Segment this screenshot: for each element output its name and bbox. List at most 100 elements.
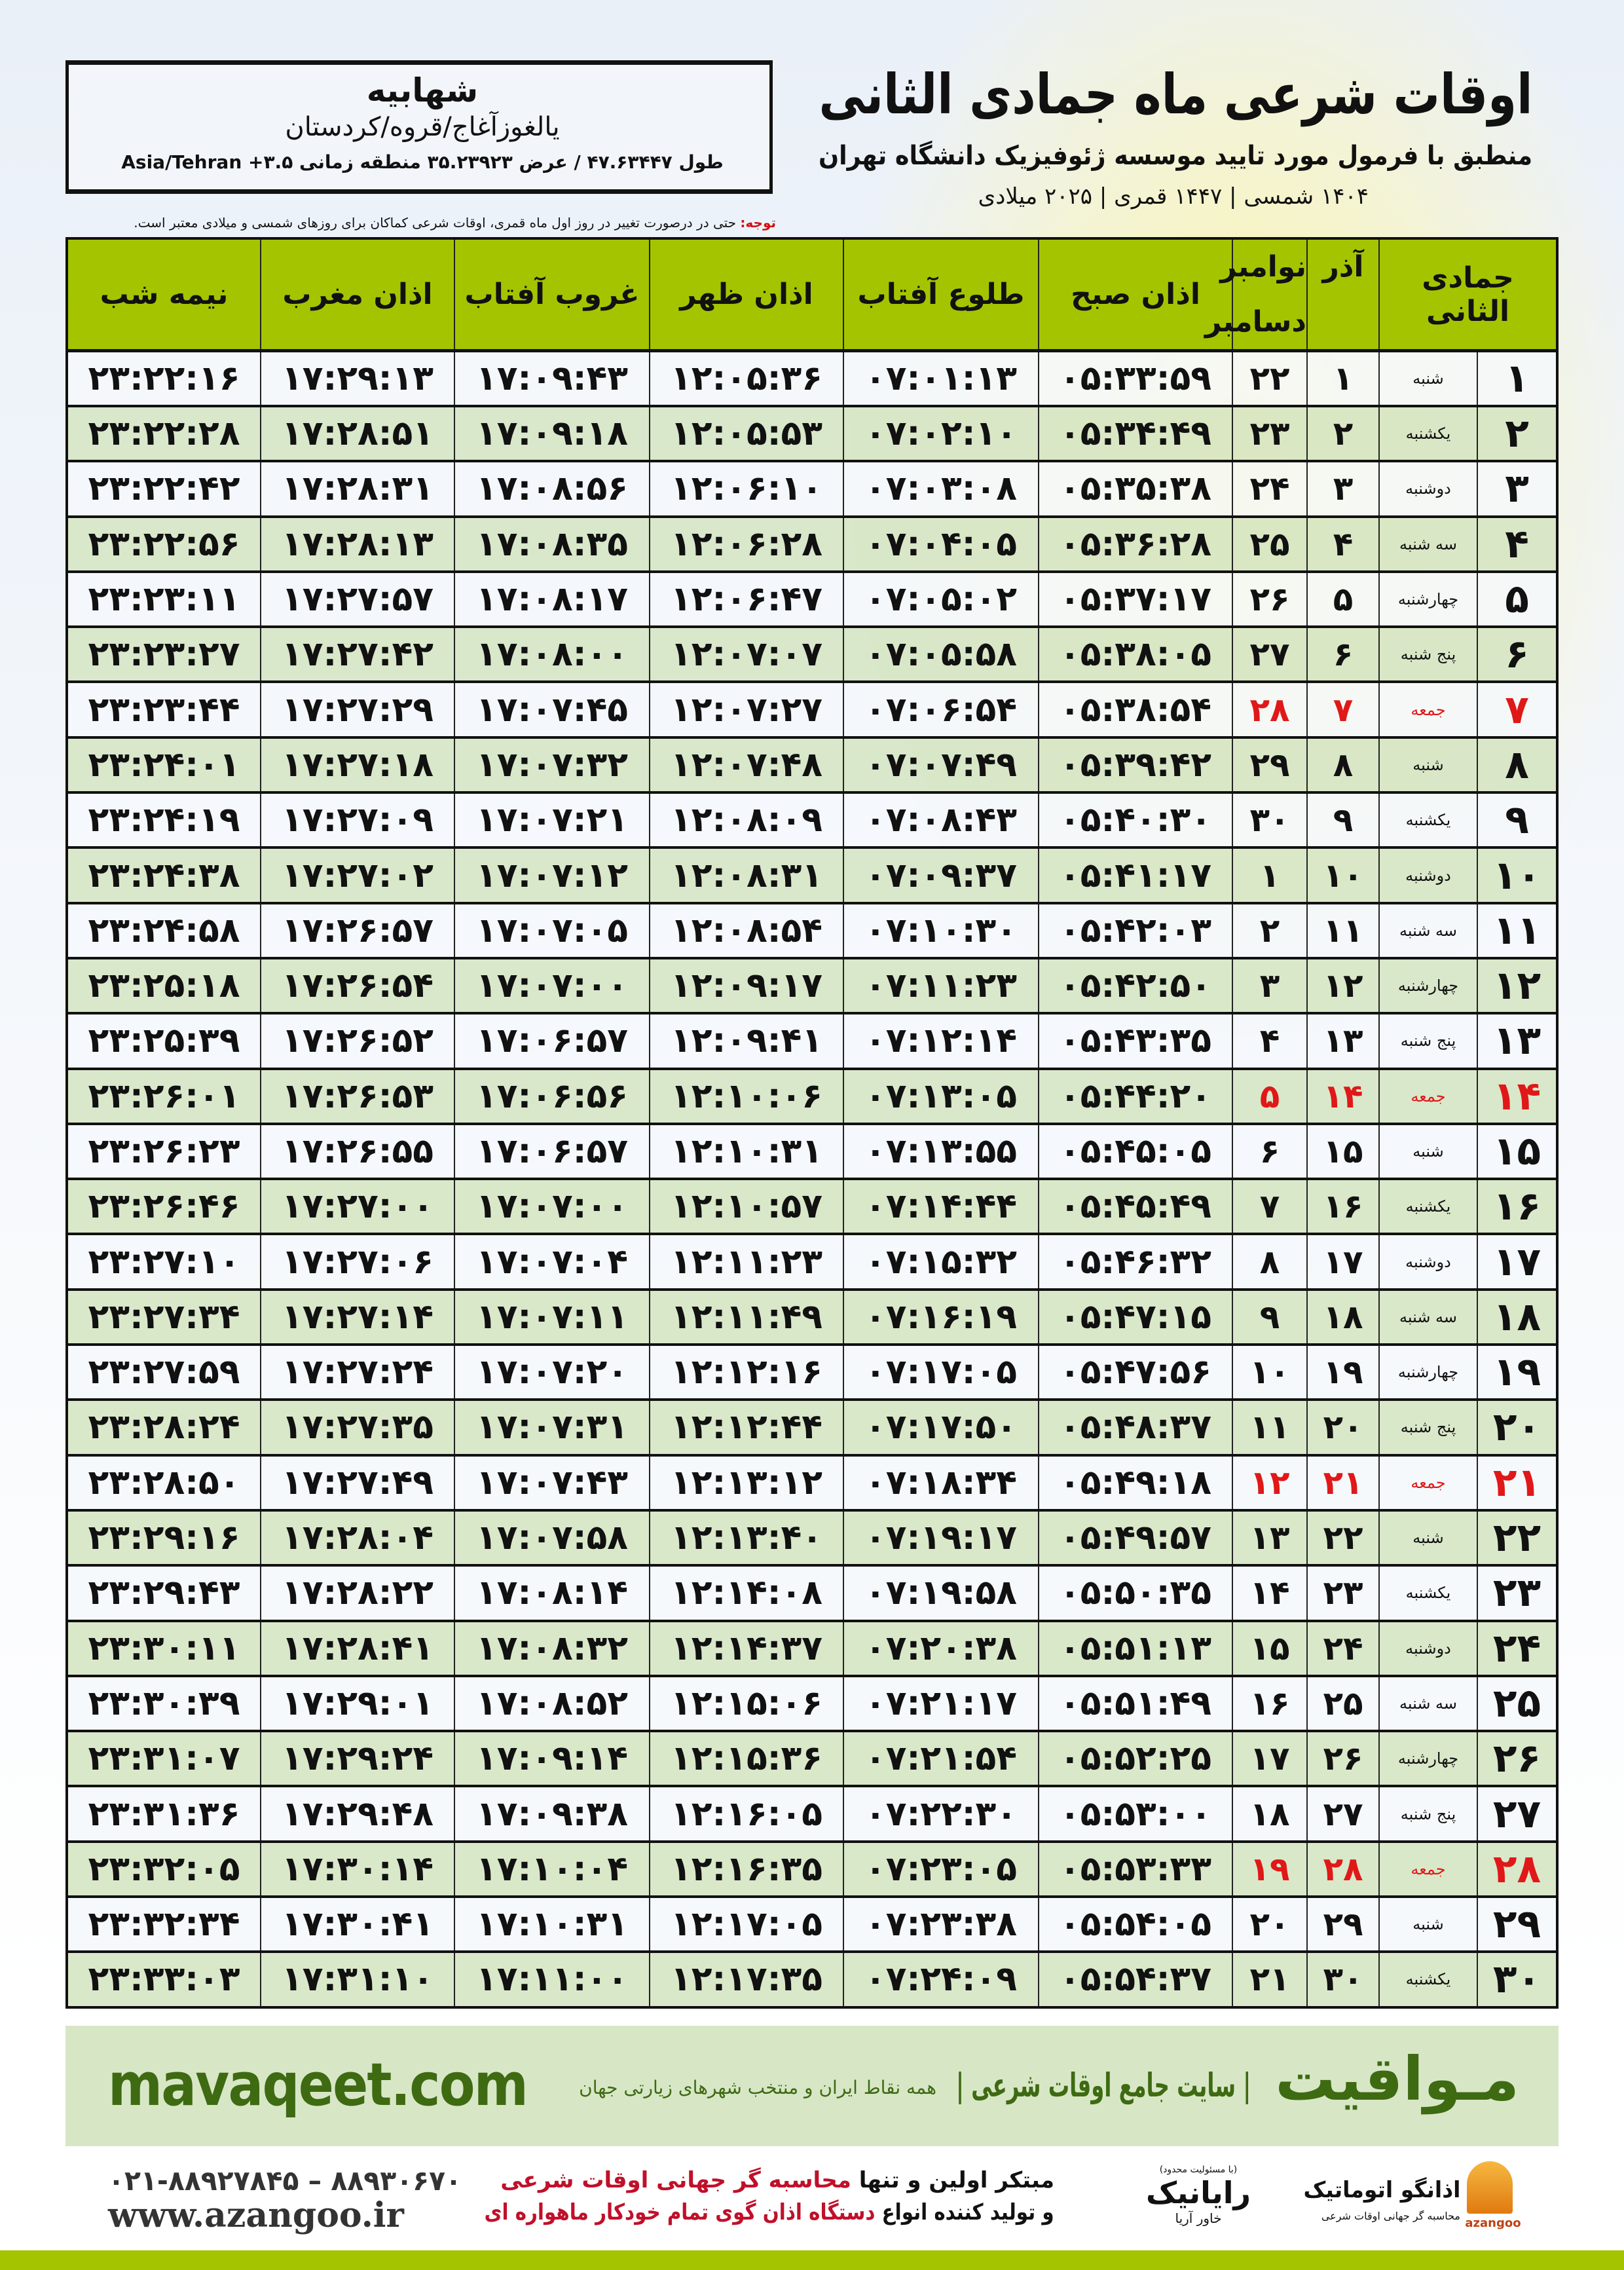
cell-greg: ۲۱ bbox=[1232, 1950, 1308, 2008]
cell-sunset: ۱۷:۰۶:۵۷ bbox=[454, 1012, 650, 1070]
cell-sunset: ۱۷:۰۷:۱۲ bbox=[454, 846, 650, 904]
cell-weekday: دوشنبه bbox=[1378, 1233, 1479, 1290]
promo-1a: مبتکر اولین و تنها bbox=[851, 2167, 1054, 2193]
table-row: ۲ یکشنبه ۲ ۲۳ ۰۵:۳۴:۴۹ ۰۷:۰۲:۱۰ ۱۲:۰۵:۵۳ ۱۷:۰۹:… bbox=[66, 404, 1559, 462]
city-name-box: شهابیه bbox=[75, 71, 769, 109]
cell-dhuhr: ۱۲:۰۷:۲۷ bbox=[649, 680, 844, 738]
cell-hijri: ۵ bbox=[1477, 570, 1559, 628]
azangoo-url[interactable]: www.azangoo.ir bbox=[108, 2195, 404, 2235]
province-path: یالغوزآغاج/قروه/کردستان bbox=[285, 112, 560, 142]
cell-midnight: ۲۳:۲۹:۱۶ bbox=[66, 1508, 261, 1567]
header-azar: آذر bbox=[1306, 238, 1379, 353]
cell-dhuhr: ۱۲:۱۷:۳۵ bbox=[649, 1950, 844, 2008]
cell-azar: ۲۶ bbox=[1306, 1730, 1380, 1787]
cell-weekday: جمعه bbox=[1378, 680, 1479, 738]
promo-1b: محاسبه گر جهانی اوقات شرعی bbox=[500, 2167, 851, 2193]
mosque-dome-icon bbox=[1467, 2161, 1513, 2214]
cell-hijri: ۸ bbox=[1477, 735, 1559, 794]
cell-greg: ۲۷ bbox=[1232, 625, 1308, 683]
cell-hijri: ۲۲ bbox=[1477, 1508, 1559, 1567]
cell-sunrise: ۰۷:۰۳:۰۸ bbox=[843, 460, 1039, 517]
header-greg-bottom: دسامبر bbox=[1205, 305, 1306, 339]
cell-greg: ۱۹ bbox=[1232, 1840, 1308, 1898]
cell-midnight: ۲۳:۲۶:۰۱ bbox=[66, 1067, 261, 1125]
table-row: ۱۰ دوشنبه ۱۰ ۱ ۰۵:۴۱:۱۷ ۰۷:۰۹:۳۷ ۱۲:۰۸:۳۱ ۱۷:۰۷… bbox=[66, 846, 1559, 904]
mavaqeet-banner: مـواقیت | سایت جامع اوقات شرعی | همه نقا… bbox=[65, 2026, 1559, 2146]
cell-sunrise: ۰۷:۱۳:۵۵ bbox=[843, 1122, 1039, 1180]
cell-dhuhr: ۱۲:۰۹:۱۷ bbox=[649, 956, 844, 1014]
cell-sunset: ۱۷:۰۷:۵۸ bbox=[454, 1508, 650, 1567]
promo-text: مبتکر اولین و تنها محاسبه گر جهانی اوقات… bbox=[485, 2165, 1054, 2229]
cell-hijri: ۲۶ bbox=[1477, 1730, 1559, 1787]
cell-sunrise: ۰۷:۱۵:۳۲ bbox=[843, 1233, 1039, 1290]
cell-hijri: ۹ bbox=[1477, 791, 1559, 849]
cell-sunset: ۱۷:۰۸:۱۴ bbox=[454, 1564, 650, 1622]
cell-dhuhr: ۱۲:۱۰:۵۷ bbox=[649, 1178, 844, 1235]
promo-line-1: مبتکر اولین و تنها محاسبه گر جهانی اوقات… bbox=[485, 2165, 1054, 2197]
cell-midnight: ۲۳:۲۳:۲۷ bbox=[66, 625, 261, 683]
mavaqeet-slogan-sub: همه نقاط ایران و منتخب شهرهای زیارتی جها… bbox=[579, 2077, 936, 2098]
table-row: ۱۴ جمعه ۱۴ ۵ ۰۵:۴۴:۲۰ ۰۷:۱۳:۰۵ ۱۲:۱۰:۰۶ ۱۷:۰۶:۵… bbox=[66, 1067, 1559, 1125]
cell-maghrib: ۱۷:۳۱:۱۰ bbox=[260, 1950, 455, 2008]
header-midnight: نیمه شب bbox=[66, 238, 261, 353]
cell-greg: ۲۹ bbox=[1232, 735, 1308, 794]
azangoo-latin-box: azangoo bbox=[1464, 2216, 1522, 2230]
cell-greg: ۱۳ bbox=[1232, 1508, 1308, 1567]
cell-fajr: ۰۵:۵۴:۰۵ bbox=[1038, 1895, 1233, 1953]
cell-dhuhr: ۱۲:۰۶:۲۸ bbox=[649, 515, 844, 572]
cell-azar: ۲۷ bbox=[1306, 1785, 1380, 1842]
table-row: ۴ سه شنبه ۴ ۲۵ ۰۵:۳۶:۲۸ ۰۷:۰۴:۰۵ ۱۲:۰۶:۲۸ ۱۷:۰۸… bbox=[66, 515, 1559, 572]
cell-azar: ۱۲ bbox=[1306, 956, 1380, 1014]
cell-midnight: ۲۳:۲۴:۰۱ bbox=[66, 735, 261, 794]
cell-sunset: ۱۷:۰۶:۵۷ bbox=[454, 1122, 650, 1180]
cell-maghrib: ۱۷:۲۷:۱۴ bbox=[260, 1288, 455, 1346]
cell-sunrise: ۰۷:۲۳:۰۵ bbox=[843, 1840, 1039, 1898]
cell-hijri: ۷ bbox=[1477, 680, 1559, 738]
table-row: ۵ چهارشنبه ۵ ۲۶ ۰۵:۳۷:۱۷ ۰۷:۰۵:۰۲ ۱۲:۰۶:۴۷ ۱۷:۰… bbox=[66, 570, 1559, 628]
cell-maghrib: ۱۷:۲۹:۲۴ bbox=[260, 1730, 455, 1787]
cell-azar: ۶ bbox=[1306, 625, 1380, 683]
table-row: ۲۱ جمعه ۲۱ ۱۲ ۰۵:۴۹:۱۸ ۰۷:۱۸:۳۴ ۱۲:۱۳:۱۲ ۱۷:۰۷:… bbox=[66, 1453, 1559, 1511]
table-row: ۲۵ سه شنبه ۲۵ ۱۶ ۰۵:۵۱:۴۹ ۰۷:۲۱:۱۷ ۱۲:۱۵:۰۶ ۱۷:… bbox=[66, 1674, 1559, 1732]
cell-azar: ۷ bbox=[1306, 680, 1380, 738]
cell-sunrise: ۰۷:۲۳:۳۸ bbox=[843, 1895, 1039, 1953]
cell-greg: ۲ bbox=[1232, 901, 1308, 959]
cell-sunset: ۱۷:۰۶:۵۶ bbox=[454, 1067, 650, 1125]
cell-midnight: ۲۳:۲۶:۲۳ bbox=[66, 1122, 261, 1180]
header-dhuhr: اذان ظهر bbox=[649, 238, 843, 353]
cell-weekday: سه شنبه bbox=[1378, 1674, 1479, 1732]
cell-azar: ۱۸ bbox=[1306, 1288, 1380, 1346]
table-row: ۱۸ سه شنبه ۱۸ ۹ ۰۵:۴۷:۱۵ ۰۷:۱۶:۱۹ ۱۲:۱۱:۴۹ ۱۷:۰… bbox=[66, 1288, 1559, 1346]
cell-maghrib: ۱۷:۲۹:۴۸ bbox=[260, 1785, 455, 1842]
cell-weekday: سه شنبه bbox=[1378, 901, 1479, 959]
cell-dhuhr: ۱۲:۰۸:۳۱ bbox=[649, 846, 844, 904]
cell-azar: ۱۴ bbox=[1306, 1067, 1380, 1125]
table-row: ۲۶ چهارشنبه ۲۶ ۱۷ ۰۵:۵۲:۲۵ ۰۷:۲۱:۵۴ ۱۲:۱۵:۳۶ ۱۷… bbox=[66, 1730, 1559, 1787]
page-subtitle: منطبق با فرمول مورد تایید موسسه ژئوفیزیک… bbox=[818, 141, 1532, 171]
cell-greg: ۱۱ bbox=[1232, 1398, 1308, 1456]
mavaqeet-logo-box: مـواقیت bbox=[1270, 2044, 1519, 2114]
cell-dhuhr: ۱۲:۱۷:۰۵ bbox=[649, 1895, 844, 1953]
cell-sunrise: ۰۷:۱۰:۳۰ bbox=[843, 901, 1039, 959]
cell-weekday: سه شنبه bbox=[1378, 1288, 1479, 1346]
cell-hijri: ۲۳ bbox=[1477, 1564, 1559, 1622]
rayanik-small-box: (با مسئولیت محدود) bbox=[1126, 2165, 1270, 2175]
cell-maghrib: ۱۷:۳۰:۱۴ bbox=[260, 1840, 455, 1898]
cell-midnight: ۲۳:۲۸:۲۴ bbox=[66, 1398, 261, 1456]
mavaqeet-slogan-box: | سایت جامع اوقات شرعی | bbox=[956, 2066, 1251, 2104]
cell-maghrib: ۱۷:۲۷:۳۵ bbox=[260, 1398, 455, 1456]
cell-dhuhr: ۱۲:۱۲:۱۶ bbox=[649, 1343, 844, 1401]
cell-maghrib: ۱۷:۲۷:۲۴ bbox=[260, 1343, 455, 1401]
cell-maghrib: ۱۷:۲۸:۴۱ bbox=[260, 1619, 455, 1677]
cell-fajr: ۰۵:۴۹:۱۸ bbox=[1038, 1453, 1233, 1511]
cell-hijri: ۳۰ bbox=[1477, 1950, 1559, 2008]
cell-midnight: ۲۳:۲۶:۴۶ bbox=[66, 1178, 261, 1235]
cell-fajr: ۰۵:۳۹:۴۲ bbox=[1038, 735, 1233, 794]
cell-hijri: ۱۱ bbox=[1477, 901, 1559, 959]
mavaqeet-url[interactable]: mavaqeet.com bbox=[108, 2051, 528, 2119]
table-row: ۱۳ پنج شنبه ۱۳ ۴ ۰۵:۴۳:۳۵ ۰۷:۱۲:۱۴ ۱۲:۰۹:۴۱ ۱۷:… bbox=[66, 1012, 1559, 1070]
cell-maghrib: ۱۷:۲۶:۵۲ bbox=[260, 1012, 455, 1070]
cell-sunrise: ۰۷:۱۳:۰۵ bbox=[843, 1067, 1039, 1125]
cell-weekday: چهارشنبه bbox=[1378, 570, 1479, 628]
cell-azar: ۱۷ bbox=[1306, 1233, 1380, 1290]
